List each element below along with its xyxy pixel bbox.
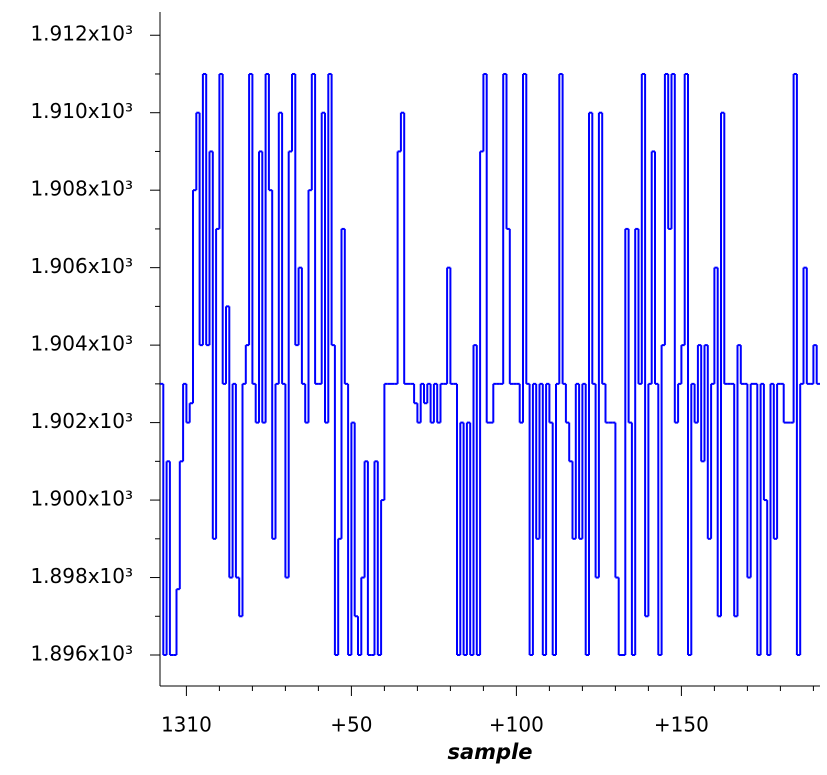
y-tick-label: 1.902x10³ (30, 409, 133, 433)
y-tick-label: 1.904x10³ (30, 332, 133, 356)
y-tick-label: 1.898x10³ (30, 564, 133, 588)
x-tick-label: 1310 (161, 713, 212, 737)
y-tick-label: 1.912x10³ (30, 22, 133, 46)
x-tick-label: +50 (330, 713, 372, 737)
x-tick-label: +100 (489, 713, 544, 737)
x-axis-title: sample (447, 740, 532, 764)
y-tick-label: 1.910x10³ (30, 99, 133, 123)
y-tick-label: 1.900x10³ (30, 487, 133, 511)
y-tick-label: 1.908x10³ (30, 177, 133, 201)
y-tick-label: 1.896x10³ (30, 642, 133, 666)
x-tick-label: +150 (654, 713, 709, 737)
y-tick-label: 1.906x10³ (30, 254, 133, 278)
